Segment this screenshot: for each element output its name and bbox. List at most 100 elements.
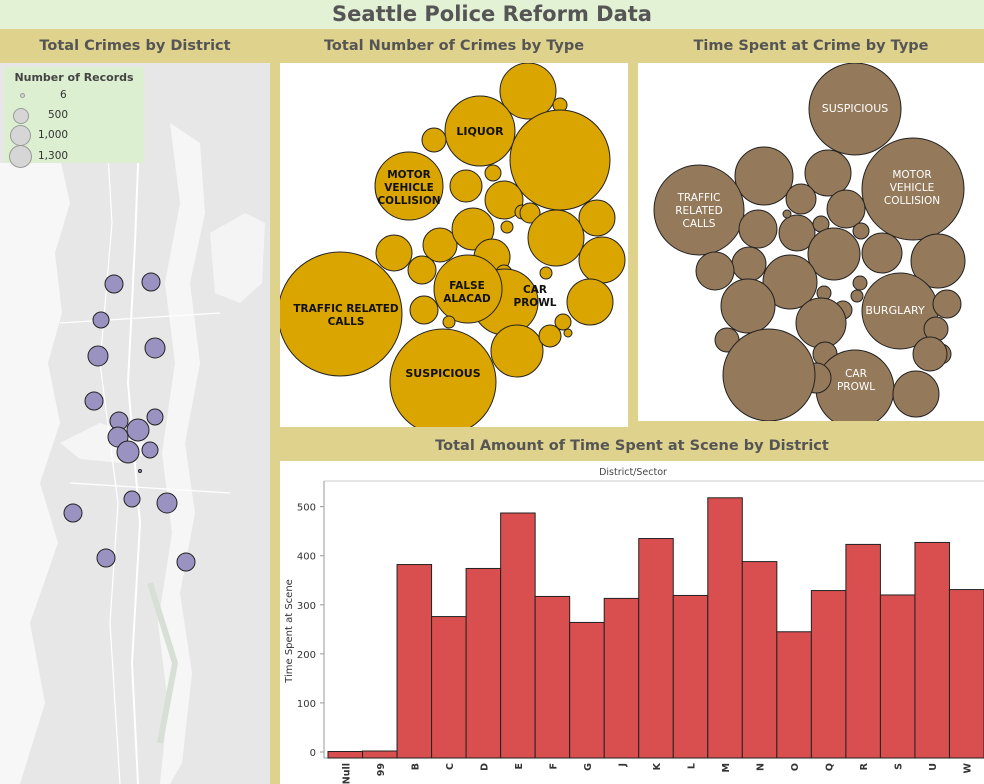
legend-label: 500 [48,109,69,121]
district-marker [116,440,140,464]
time-type-bubble [738,209,778,249]
time-type-bubble [826,189,866,229]
time-bubble-canvas: SUSPICIOUS MOTOR VEHICLE COLLISION TRAFFIC… [653,63,966,421]
crimes-by-type-chart[interactable]: LIQUOR MOTOR VEHICLE COLLISION FALSE ALACAD… [280,63,628,427]
bubble-label: MOTOR VEHICLE COLLISION [884,169,940,207]
time-by-type-chart[interactable]: SUSPICIOUS MOTOR VEHICLE COLLISION TRAFFIC… [638,63,984,421]
legend-swatch [10,125,31,146]
bubble-label: TRAFFIC RELATED CALLS [675,192,723,230]
bar [362,750,398,759]
dashboard-title: Seattle Police Reform Data [0,0,984,29]
x-header: District/Sector [599,467,667,478]
bubble-label: FALSE ALACAD [443,280,491,305]
bubble-label: SUSPICIOUS [405,367,480,380]
legend-label: 6 [60,89,67,101]
bar [776,631,812,759]
legend-label: 1,000 [38,129,69,141]
crime-type-bubble [539,266,553,280]
district-marker [141,272,161,292]
puget-sound [0,158,70,784]
district-marker [63,503,83,523]
bar [431,616,467,759]
time-type-bubble [722,328,816,421]
y-tick-label: 0 [310,748,316,759]
bar [948,589,984,759]
bar [603,597,640,759]
time-type-bubble [720,278,776,334]
crime-type-bubble [578,236,626,284]
bubble-label: TRAFFIC RELATED CALLS [293,303,399,328]
map-title: Total Crimes by District [39,38,231,54]
map-road [69,482,231,494]
crime-type-bubble [527,209,585,267]
legend-title: Number of Records [14,71,134,84]
x-tick-label: J [617,763,628,768]
map-park [147,582,179,744]
lake-washington [158,123,205,784]
bar [500,512,536,759]
time-type-bubble [807,227,861,281]
bar [741,561,778,759]
crime-type-bubble [554,313,572,331]
legend-row: 1,300 [4,145,144,168]
time-type-bubble [782,209,792,219]
district-marker [144,337,166,359]
time-by-district-chart[interactable]: District/Sector Time Spent at Scene 0 100… [280,461,984,784]
x-tick-label: K [652,762,663,770]
map-road [59,312,221,324]
district-marker [141,441,159,459]
legend-row: 500 [4,107,144,127]
crimes-bubble-canvas: LIQUOR MOTOR VEHICLE COLLISION FALSE ALACAD… [280,63,626,427]
crime-type-bubble [280,251,403,377]
bar [845,543,881,759]
bubble-label: SUSPICIOUS [822,102,889,115]
crime-type-bubble [442,315,456,329]
crime-type-bubble [421,127,447,153]
time-type-bubble [852,222,870,240]
crimes-by-type-title: Total Number of Crimes by Type [323,38,585,54]
crime-type-bubble [509,109,611,211]
district-map[interactable]: Number of Records 6 500 1,000 1,300 [0,63,270,784]
time-type-bubble [861,137,965,241]
x-tick-label: C [445,763,456,770]
time-type-bubble [695,251,735,291]
crime-type-bubble [499,63,557,120]
x-tick-label: B [410,763,421,770]
x-tick-label: U [928,763,939,771]
bubble-label: CAR PROWL [837,368,875,393]
crime-type-bubble [500,220,514,234]
crime-type-bubble [389,328,497,427]
bar [638,538,674,759]
district-marker [126,418,150,442]
map-legend: Number of Records 6 500 1,000 1,300 [4,67,144,168]
y-tick-label: 300 [297,601,316,612]
x-tick-label: L [687,763,698,769]
x-tick-label: M [721,763,732,772]
time-by-district-title: Total Amount of Time Spent at Scene by D… [435,438,829,454]
bar [914,541,950,759]
bubble-label: MOTOR VEHICLE COLLISION [377,169,440,207]
district-marker [146,408,164,426]
time-type-bubble [795,297,847,349]
crime-type-bubble [449,169,483,203]
time-type-bubble [731,246,767,282]
y-tick-label: 400 [297,552,316,563]
x-tick-label: F [548,763,559,770]
y-tick-label: 500 [297,503,316,514]
time-type-bubble [932,289,962,319]
time-type-bubble [804,149,852,197]
x-tick-label: 99 [376,763,387,776]
time-type-bubble [910,233,966,289]
time-type-bubble [762,254,818,310]
crime-type-bubble [444,95,516,167]
legend-swatch [9,145,32,168]
map-canvas [0,63,270,784]
time-type-bubble [852,275,868,291]
crime-type-bubble [407,255,437,285]
x-tick-label: G [583,763,594,771]
time-type-bubble [892,370,940,418]
time-type-bubble [850,289,864,303]
x-tick-label: Null [341,763,352,784]
x-tick-label: D [479,763,490,771]
crime-type-bubble [422,227,458,263]
